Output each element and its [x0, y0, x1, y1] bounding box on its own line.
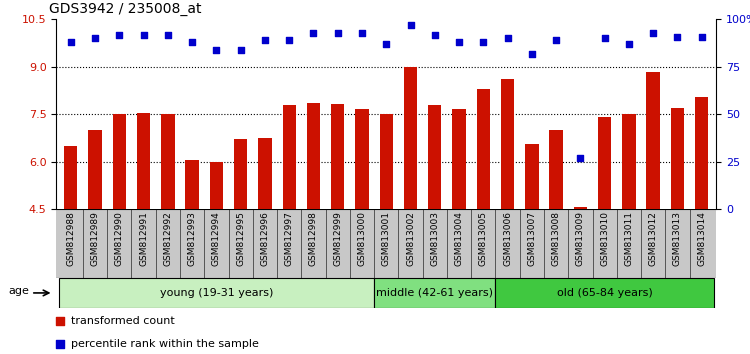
Bar [112, 114, 126, 209]
Point [113, 32, 125, 38]
Point [332, 30, 344, 35]
Text: GSM812998: GSM812998 [309, 211, 318, 266]
Text: GSM813008: GSM813008 [551, 211, 560, 266]
Text: GSM812994: GSM812994 [212, 211, 221, 266]
Bar [525, 144, 538, 209]
Text: GSM812991: GSM812991 [139, 211, 148, 266]
Bar [695, 97, 708, 209]
Point [696, 34, 708, 39]
Text: middle (42-61 years): middle (42-61 years) [376, 288, 494, 298]
Point [53, 318, 65, 324]
Text: GSM813000: GSM813000 [358, 211, 367, 266]
Bar [496, 278, 714, 308]
Text: GSM813012: GSM813012 [649, 211, 658, 266]
Bar [622, 114, 635, 209]
Bar [283, 105, 296, 209]
Bar [598, 117, 611, 209]
Text: young (19-31 years): young (19-31 years) [160, 288, 273, 298]
Point [89, 35, 101, 41]
Text: GSM812990: GSM812990 [115, 211, 124, 266]
Point [404, 22, 416, 28]
Text: GSM813009: GSM813009 [576, 211, 585, 266]
Text: GSM812993: GSM812993 [188, 211, 196, 266]
Point [526, 51, 538, 56]
Bar [574, 207, 587, 209]
Text: GSM813013: GSM813013 [673, 211, 682, 266]
Text: GSM812996: GSM812996 [260, 211, 269, 266]
Point [502, 35, 514, 41]
Text: old (65-84 years): old (65-84 years) [556, 288, 652, 298]
Point [259, 38, 271, 43]
Point [356, 30, 368, 35]
Bar [137, 113, 150, 209]
Point [477, 39, 489, 45]
Point [235, 47, 247, 53]
Text: GSM813006: GSM813006 [503, 211, 512, 266]
Text: GSM812989: GSM812989 [91, 211, 100, 266]
Point [211, 47, 223, 53]
Point [598, 35, 610, 41]
Bar [404, 67, 417, 209]
Text: GSM813007: GSM813007 [527, 211, 536, 266]
Text: GSM813014: GSM813014 [698, 211, 706, 266]
Point [574, 155, 586, 161]
Bar [210, 162, 223, 209]
Bar [428, 105, 442, 209]
Bar [161, 114, 175, 209]
Point [64, 39, 76, 45]
Text: GSM812995: GSM812995 [236, 211, 245, 266]
Bar [88, 130, 102, 209]
Point [671, 34, 683, 39]
Point [137, 32, 149, 38]
Text: GSM812997: GSM812997 [285, 211, 294, 266]
Bar [258, 138, 272, 209]
Text: GSM813003: GSM813003 [430, 211, 439, 266]
Point [308, 30, 320, 35]
Bar [646, 72, 660, 209]
Bar [58, 278, 374, 308]
Bar [331, 104, 344, 209]
Bar [374, 278, 496, 308]
Bar [501, 79, 515, 209]
Text: transformed count: transformed count [70, 316, 175, 326]
Bar [452, 109, 466, 209]
Point [453, 39, 465, 45]
Bar [64, 146, 77, 209]
Bar [307, 103, 320, 209]
Text: GSM812999: GSM812999 [333, 211, 342, 266]
Text: GSM813005: GSM813005 [478, 211, 488, 266]
Point [429, 32, 441, 38]
Point [550, 38, 562, 43]
Bar [670, 108, 684, 209]
Point [623, 41, 635, 47]
Text: GSM812988: GSM812988 [66, 211, 75, 266]
Text: GDS3942 / 235008_at: GDS3942 / 235008_at [49, 2, 201, 16]
Text: GSM813010: GSM813010 [600, 211, 609, 266]
Bar [356, 109, 369, 209]
Text: age: age [8, 286, 29, 296]
Text: GSM812992: GSM812992 [164, 211, 172, 266]
Text: percentile rank within the sample: percentile rank within the sample [70, 339, 259, 349]
Point [53, 341, 65, 347]
Bar [550, 130, 562, 209]
Bar [477, 89, 490, 209]
Text: GSM813001: GSM813001 [382, 211, 391, 266]
Text: GSM813002: GSM813002 [406, 211, 415, 266]
Text: GSM813011: GSM813011 [625, 211, 634, 266]
Point [380, 41, 392, 47]
Bar [380, 114, 393, 209]
Bar [185, 160, 199, 209]
Bar [234, 139, 248, 209]
Point [186, 39, 198, 45]
Text: GSM813004: GSM813004 [454, 211, 464, 266]
Point [284, 38, 296, 43]
Point [162, 32, 174, 38]
Point [647, 30, 659, 35]
